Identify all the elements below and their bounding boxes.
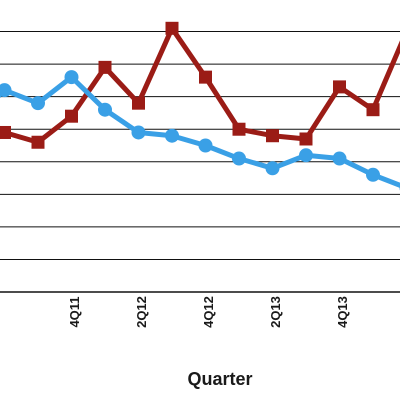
data-point [132,96,145,110]
gridlines [0,31,400,293]
data-point [98,102,112,117]
data-point [198,138,213,153]
x-tick-labels: 4Q112Q124Q122Q134Q132Q144Q [67,296,350,328]
data-point [98,60,112,74]
data-point [232,122,246,136]
data-point [299,148,313,163]
data-point [332,151,347,166]
x-tick-label: 2Q12 [134,296,149,328]
data-point [366,103,380,117]
x-tick-label: 4Q12 [201,296,216,328]
data-point [265,161,280,176]
data-point [165,21,179,35]
data-point [232,151,246,166]
data-point [266,129,279,143]
series-1 [0,21,400,149]
data-point [131,125,146,140]
x-tick-label: 4Q11 [67,296,82,327]
data-point [199,70,212,84]
data-point [0,125,11,139]
series-2 [0,70,400,191]
data-point [299,132,313,146]
x-tick-label: 4Q13 [335,296,350,328]
data-point [31,135,45,149]
x-tick-label: 2Q13 [268,296,283,328]
x-axis-title: Quarter [187,369,252,389]
data-point [31,96,45,111]
data-point [366,167,380,182]
data-point [0,83,12,98]
data-point [64,70,79,85]
series-line [0,25,400,145]
series-line [0,74,400,188]
data-point [165,128,179,143]
data-point [333,80,346,94]
data-point [65,109,78,123]
series-layer [0,21,400,191]
